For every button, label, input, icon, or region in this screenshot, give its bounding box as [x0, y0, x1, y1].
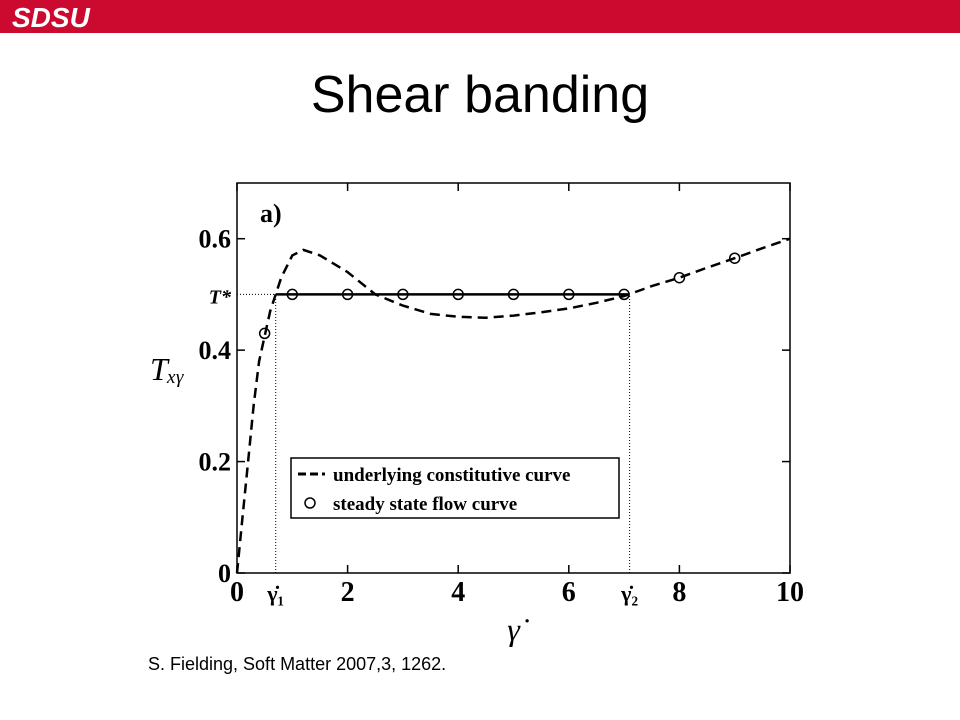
x-axis-label: γ̇ — [507, 611, 530, 647]
x-tick-label: 8 — [672, 577, 686, 608]
x-tick-label: 0 — [230, 577, 244, 608]
slide-title: Shear banding — [311, 66, 649, 124]
logo: SDSU — [12, 2, 91, 33]
legend-box — [290, 457, 620, 519]
x-tick-label: 4 — [451, 577, 465, 608]
x-tick-label: γ̇₂ — [620, 581, 638, 606]
panel-label: a) — [260, 199, 282, 228]
data-point — [673, 271, 686, 284]
legend-label: steady state flow curve — [333, 494, 517, 515]
y-axis-label: Tₓᵧ — [150, 351, 184, 387]
y-tick-label: 0.2 — [199, 448, 232, 477]
y-tick-label: 0.6 — [199, 225, 232, 254]
chart: a) 0 γ̇₁ 2 4 6 γ̇₂ 8 10 0 0.2 0.4 T* 0.6 Tₓᵧ γ̇ underlyi… — [150, 182, 804, 647]
curve-line — [235, 237, 791, 574]
x-tick-label: 2 — [341, 577, 355, 608]
data-point — [258, 327, 271, 340]
plot-frame — [236, 182, 791, 574]
y-tick-label: 0.4 — [199, 336, 232, 365]
header-bar — [0, 0, 960, 33]
x-tick-label: 6 — [562, 577, 576, 608]
data-point — [728, 252, 741, 264]
x-tick-label: 10 — [776, 577, 804, 608]
citation: S. Fielding, Soft Matter 2007,3, 1262. — [148, 654, 446, 674]
x-tick-label: γ̇₁ — [266, 581, 284, 606]
y-tick-label: T* — [209, 286, 232, 308]
legend-marker — [304, 497, 316, 509]
y-tick-label: 0 — [218, 559, 231, 588]
legend-label: underlying constitutive curve — [333, 465, 571, 486]
